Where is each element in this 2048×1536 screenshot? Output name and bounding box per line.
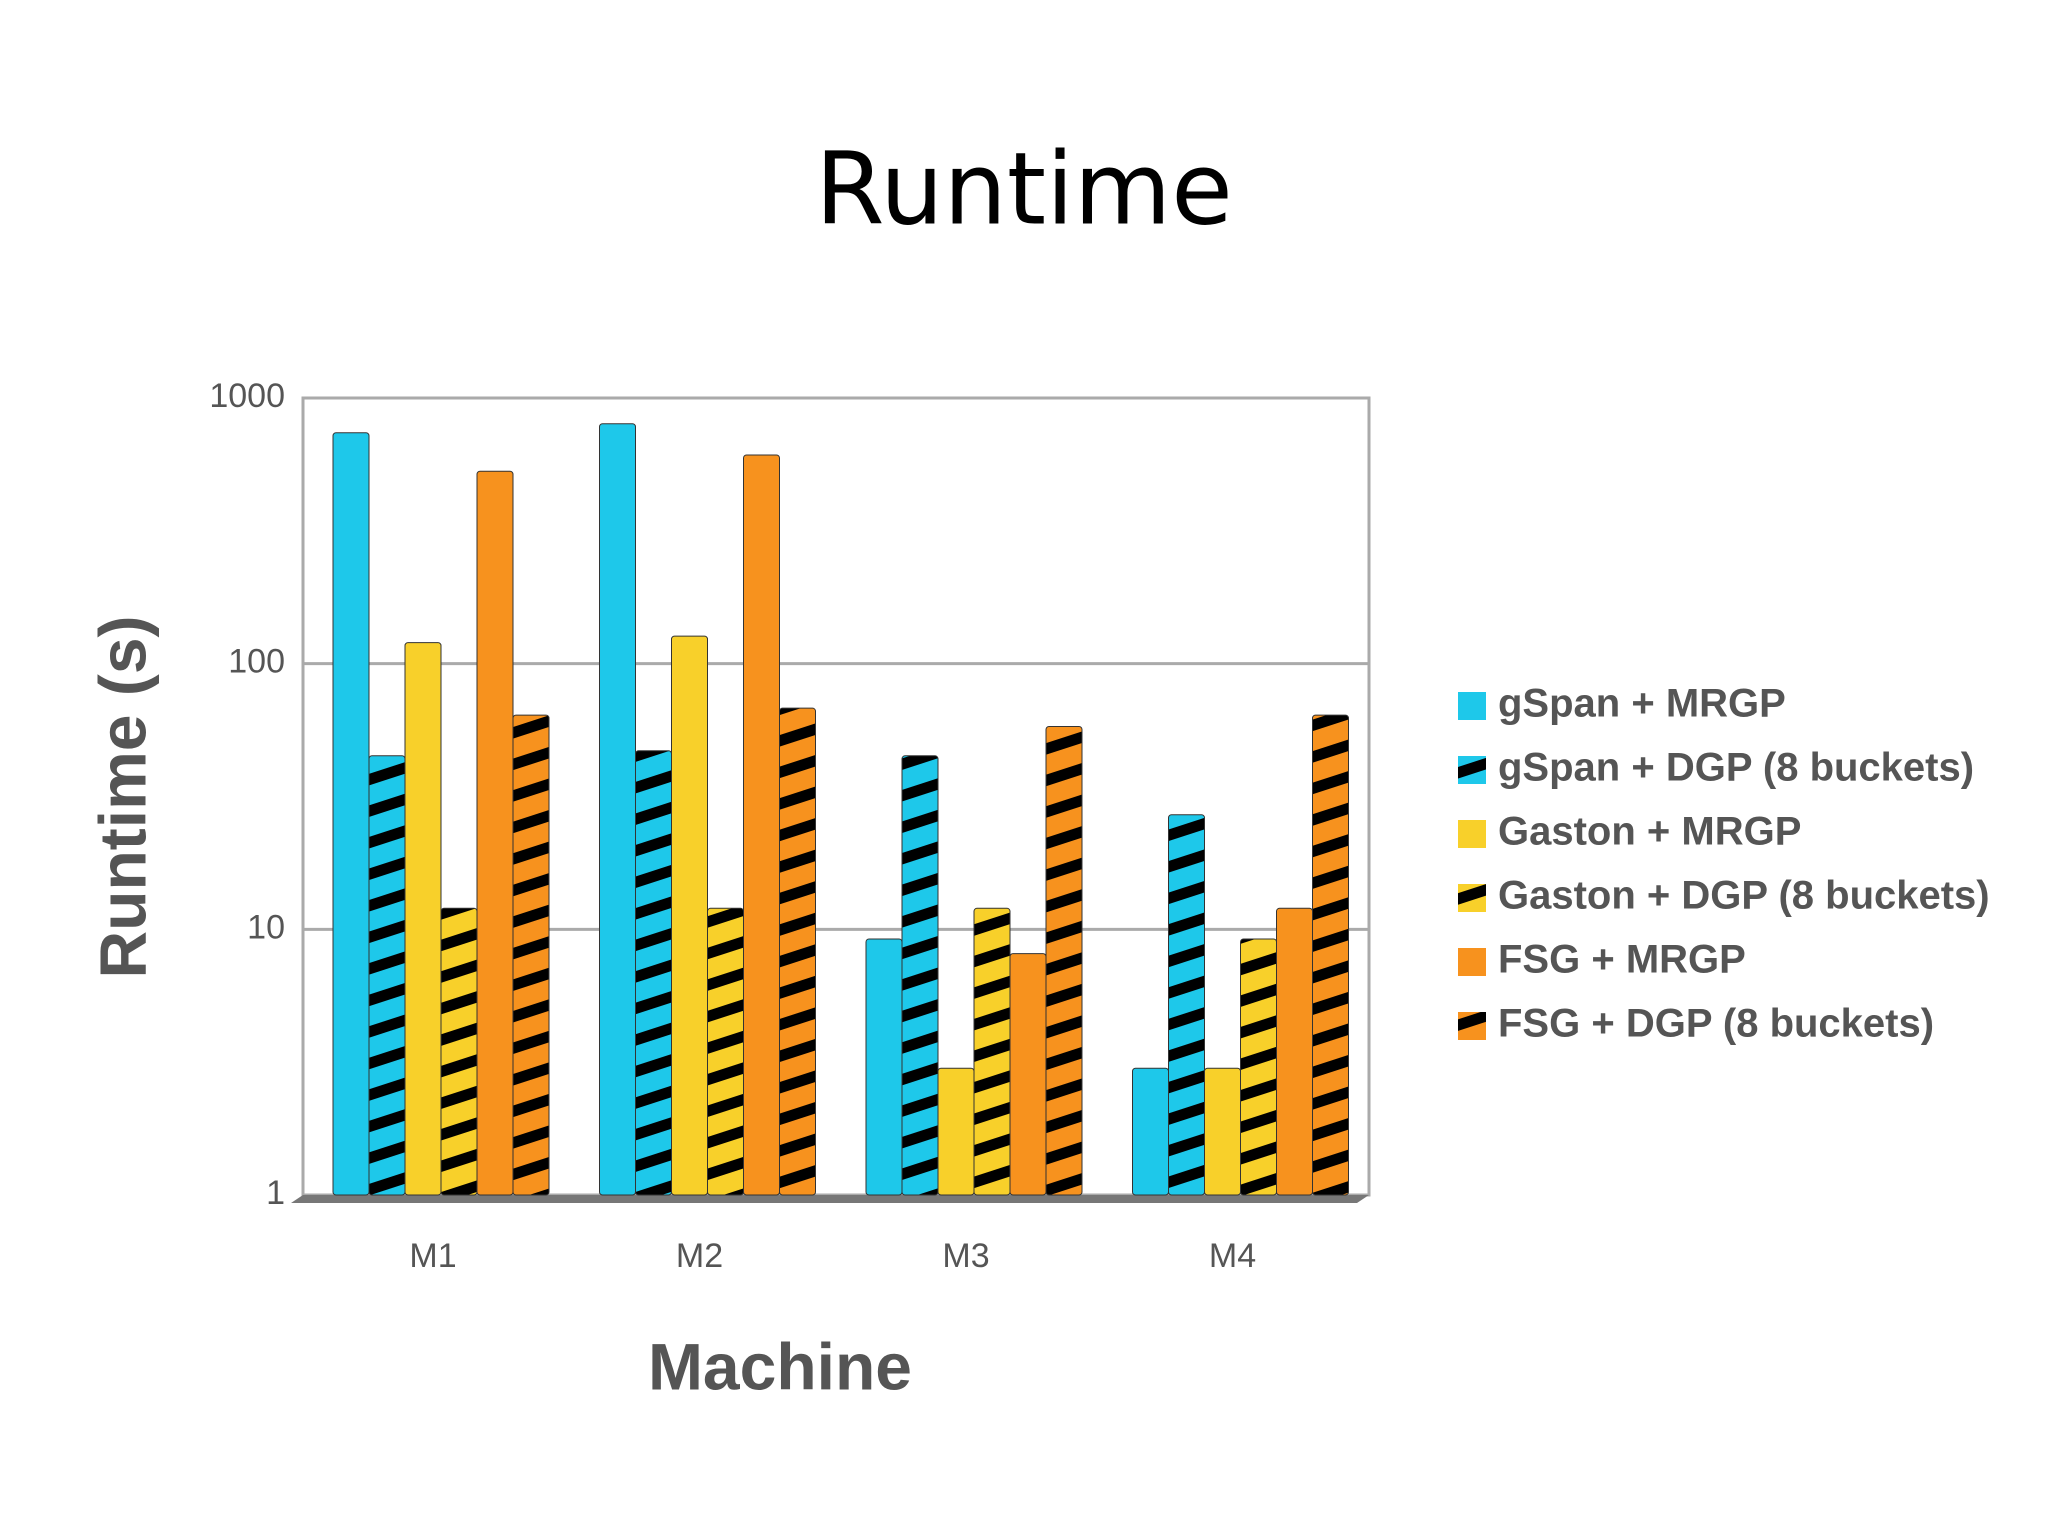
bar [1009, 953, 1047, 1196]
bar [599, 423, 636, 1196]
bar [865, 938, 903, 1196]
bar [1045, 726, 1083, 1196]
legend-label: Gaston + MRGP [1498, 810, 1801, 854]
y-tick-label: 1 [266, 1174, 285, 1212]
legend-label: gSpan + DGP (8 buckets) [1498, 746, 1974, 790]
legend-swatch [1458, 756, 1486, 784]
legend-swatch [1458, 1012, 1486, 1040]
bar [901, 755, 939, 1196]
legend-swatch [1458, 820, 1486, 848]
x-tick-label: M1 [409, 1237, 456, 1275]
legend-label: gSpan + MRGP [1498, 682, 1786, 726]
bar [635, 750, 672, 1196]
bar [707, 907, 744, 1196]
bar [1240, 938, 1277, 1196]
x-tick-label: M4 [1209, 1237, 1256, 1275]
legend-swatch [1458, 692, 1486, 720]
bar [779, 707, 816, 1196]
chart-title: Runtime [815, 130, 1233, 247]
y-tick-label: 1000 [209, 377, 285, 415]
legend-label: Gaston + DGP (8 buckets) [1498, 874, 1990, 918]
y-axis-label: Runtime (s) [85, 616, 159, 979]
bar [440, 907, 478, 1196]
bar [476, 470, 514, 1196]
bar [1168, 814, 1205, 1196]
bar [743, 454, 780, 1196]
y-tick-label: 10 [247, 908, 285, 946]
y-tick-label: 100 [228, 643, 285, 681]
bar [512, 714, 550, 1196]
bar [937, 1067, 975, 1196]
legend-label: FSG + MRGP [1498, 938, 1746, 982]
bar [332, 432, 370, 1196]
legend-label: FSG + DGP (8 buckets) [1498, 1002, 1934, 1046]
x-tick-label: M3 [942, 1237, 989, 1275]
legend-swatch [1458, 884, 1486, 912]
bar [1276, 907, 1313, 1196]
bar [1132, 1067, 1169, 1196]
x-tick-label: M2 [676, 1237, 723, 1275]
floor [291, 1195, 1369, 1203]
x-axis-label: Machine [648, 1329, 912, 1403]
bar [368, 755, 406, 1196]
bar [1204, 1067, 1241, 1196]
bar [671, 635, 708, 1196]
bar [404, 642, 442, 1196]
bar [973, 907, 1011, 1196]
legend-swatch [1458, 948, 1486, 976]
bar [1312, 714, 1349, 1196]
